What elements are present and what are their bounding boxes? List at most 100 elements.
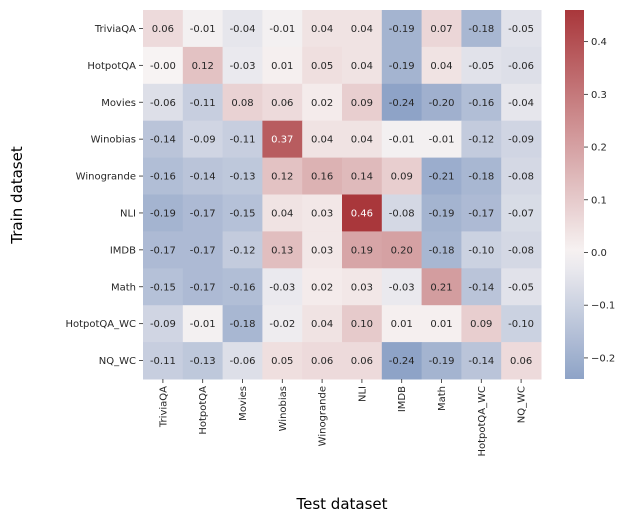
heatmap-cell [501,305,542,343]
cell-value-label: -0.18 [468,172,494,183]
x-tick-label: NLI [357,386,368,402]
heatmap-cell [182,231,224,269]
heatmap-cell [143,194,184,232]
heatmap-cell [302,46,343,85]
cell-value-label: -0.11 [150,356,176,367]
heatmap-cell [222,46,263,85]
cell-value-label: -0.01 [429,135,455,146]
heatmap-cell [143,231,184,269]
heatmap-cell [461,231,502,269]
cell-value-label: 0.04 [351,135,373,146]
cell-value-label: -0.17 [190,245,216,256]
heatmap-cell [342,194,383,232]
cell-value-label: -0.18 [468,24,494,35]
heatmap-cell [302,10,343,48]
cell-value-label: -0.19 [150,208,176,219]
cell-value-label: -0.01 [190,319,216,330]
cell-value-label: 0.01 [391,319,413,330]
heatmap-cell [342,305,383,343]
cell-value-label: 0.12 [271,172,293,183]
heatmap-cell [501,157,542,195]
cell-value-label: 0.05 [311,61,333,72]
heatmap-cell [461,46,502,85]
cell-value-label: -0.09 [190,135,216,146]
heatmap-cell [381,231,423,269]
heatmap-cell [182,305,224,343]
colorbar-tick-label: 0.0 [591,248,607,259]
cell-value-label: 0.10 [351,319,373,330]
heatmap-cell [501,268,542,306]
colorbar-tick-label: 0.1 [591,195,607,206]
cell-value-label: 0.04 [351,24,373,35]
heatmap-cell [381,83,423,122]
cell-value-label: -0.20 [429,98,455,109]
heatmap-cell [342,157,383,195]
cell-value-label: -0.17 [190,208,216,219]
cell-value-label: -0.19 [429,356,455,367]
heatmap-cell [421,83,462,122]
heatmap-cell [501,194,542,232]
x-tick-label: HotpotQA_WC [477,386,488,457]
heatmap-cell [302,231,343,269]
cell-value-label: -0.14 [468,282,494,293]
colorbar-tick-label: 0.3 [591,90,607,101]
heatmap-cell [182,157,224,195]
y-tick-label: HotpotQA [87,61,136,72]
cell-value-label: -0.09 [150,319,176,330]
cell-value-label: 0.12 [192,61,214,72]
cell-value-label: -0.14 [468,356,494,367]
heatmap-cell [262,46,303,85]
y-tick-label: Movies [101,98,136,109]
heatmap-cell [182,10,224,48]
cell-value-label: -0.01 [269,24,295,35]
heatmap-cell [461,305,502,343]
cell-value-label: 0.06 [152,24,174,35]
heatmap-cell [143,342,184,380]
cell-value-label: 0.16 [311,172,333,183]
cell-value-label: -0.05 [508,282,534,293]
cell-value-label: -0.01 [190,24,216,35]
colorbar-tick-label: 0.2 [591,143,607,154]
x-tick-label: Winobias [278,386,289,431]
cell-value-label: 0.37 [271,135,293,146]
y-tick-label: HotpotQA_WC [65,319,136,330]
heatmap-cell [381,342,423,380]
cell-value-label: -0.10 [508,319,534,330]
cell-value-label: -0.14 [150,135,176,146]
heatmap-cell [262,157,303,195]
cell-value-label: -0.06 [150,98,176,109]
x-tick-label: Movies [238,386,249,421]
heatmap-cell [421,231,462,269]
heatmap-cell [143,120,184,159]
heatmap-cell [302,83,343,122]
heatmap-cell [262,10,303,48]
heatmap-cell [182,194,224,232]
heatmap-cell [182,120,224,159]
heatmap-cell [222,83,263,122]
heatmap-cell [421,268,462,306]
cell-value-label: -0.05 [508,24,534,35]
cell-value-label: -0.21 [429,172,455,183]
heatmap-cell [461,83,502,122]
heatmap-cell [342,120,383,159]
heatmap-cell [381,157,423,195]
cell-value-label: -0.12 [468,135,494,146]
heatmap-cell [461,194,502,232]
cell-value-label: -0.04 [230,24,256,35]
colorbar-tick-label: 0.4 [591,37,607,48]
heatmap-cell [222,10,263,48]
cell-value-label: -0.03 [269,282,295,293]
cell-value-label: -0.06 [230,356,256,367]
heatmap-cell [342,46,383,85]
heatmap-cell [302,268,343,306]
colorbar-ticks: 0.4 0.3 0.2 0.1 0.0 −0.1 −0.2 [584,37,615,364]
heatmap-cell [461,10,502,48]
y-tick-label: IMDB [110,245,136,256]
cell-value-label: -0.14 [190,172,216,183]
heatmap-cell [222,342,263,380]
x-tick-label: TriviaQA [158,386,169,428]
cell-value-label: 0.04 [311,319,333,330]
heatmap-cell [182,268,224,306]
cell-value-label: -0.11 [190,98,216,109]
